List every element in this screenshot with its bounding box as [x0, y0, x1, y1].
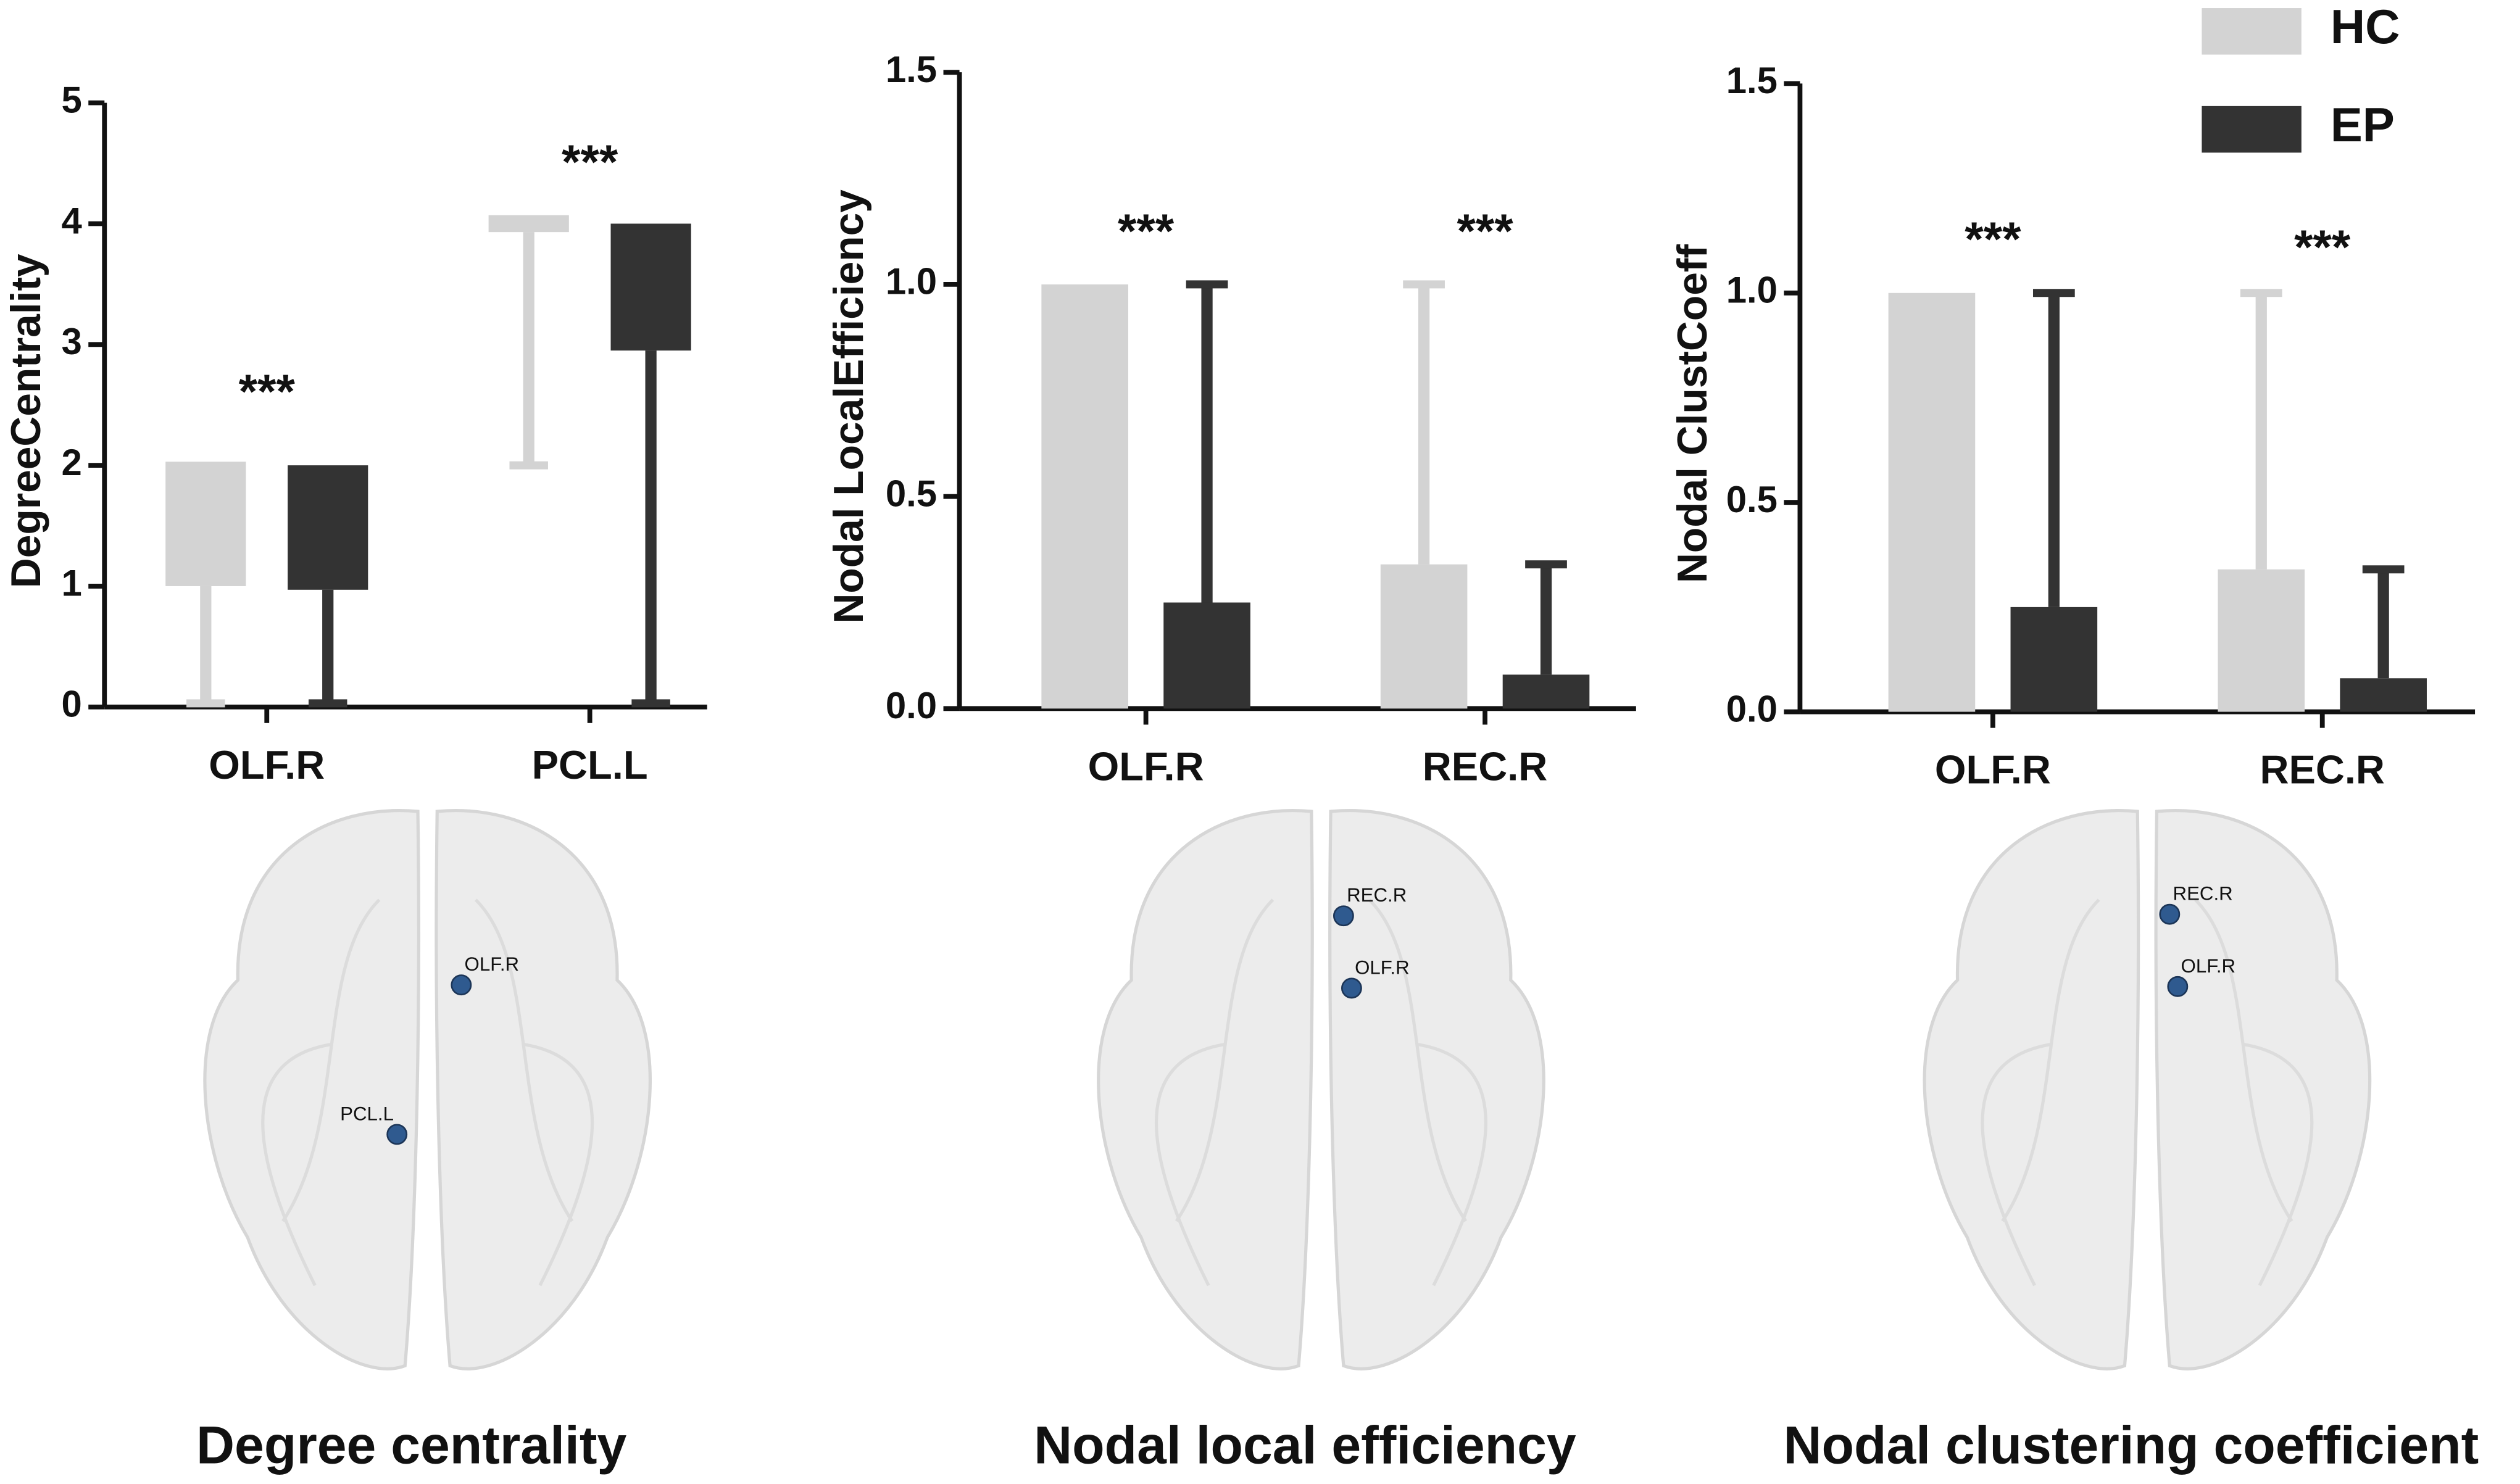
y-tick-label: 2: [61, 442, 81, 483]
brain-node-label: REC.R: [2173, 883, 2233, 905]
bar: [2340, 678, 2427, 712]
y-tick-label: 1.5: [1726, 60, 1778, 101]
bar: [1888, 292, 1976, 712]
brain-sulcus: [1368, 898, 1467, 1222]
bar: [1163, 602, 1250, 709]
significance: ***: [1965, 212, 2021, 266]
y-tick-label: 3: [61, 321, 81, 362]
bar: [2010, 607, 2098, 712]
brain-node: [2159, 903, 2181, 925]
x-tick-label: OLF.R: [1935, 747, 2051, 792]
x-tick-label: OLF.R: [1088, 744, 1204, 789]
brain-node: [451, 974, 472, 996]
brain-node: [386, 1124, 408, 1145]
significance: ***: [239, 364, 296, 418]
x-tick-label: PCL.L: [532, 742, 648, 787]
brain-hemisphere: [203, 809, 420, 1370]
brain-sulcus: [2001, 898, 2100, 1222]
brain-sulcus: [474, 898, 574, 1222]
y-tick-label: 0.0: [1726, 688, 1778, 729]
y-tick-label: 0.5: [886, 473, 937, 514]
significance: ***: [2294, 220, 2351, 274]
brain-sulcus: [2243, 1042, 2314, 1287]
box: [288, 465, 368, 590]
brain-node-label: OLF.R: [2181, 955, 2236, 977]
brain-node-label: OLF.R: [465, 953, 520, 975]
caption: Nodal clustering coefficient: [1783, 1416, 2479, 1475]
caption: Nodal local efficiency: [1034, 1416, 1576, 1475]
y-axis-label: Nodal LocalEfficiency: [826, 189, 872, 624]
legend-swatch: [2202, 106, 2302, 153]
brain-hemisphere: [2154, 809, 2372, 1370]
y-tick-label: 4: [61, 200, 81, 241]
y-tick-label: 1: [61, 563, 81, 604]
y-tick-label: 1.0: [886, 261, 937, 302]
brain-sulcus: [1154, 1042, 1225, 1287]
x-tick-label: REC.R: [1423, 744, 1547, 789]
brain-hemisphere: [435, 809, 652, 1370]
brain-sulcus: [1175, 898, 1275, 1222]
significance: ***: [1457, 204, 1513, 258]
bar: [1502, 674, 1590, 709]
box: [165, 462, 246, 586]
brain-sulcus: [2194, 898, 2293, 1222]
brain-node: [1333, 905, 1354, 927]
brain-sulcus: [523, 1042, 594, 1287]
x-tick-label: REC.R: [2260, 747, 2384, 792]
box: [610, 223, 691, 351]
brain-sulcus: [1417, 1042, 1487, 1287]
brain-node: [1341, 977, 1362, 999]
box: [488, 215, 569, 233]
brain-hemisphere: [1923, 809, 2140, 1370]
brain: [1923, 809, 2372, 1370]
brain: [203, 809, 652, 1370]
bar: [2218, 569, 2305, 712]
legend-label: HC: [2331, 0, 2400, 54]
y-tick-label: 1.0: [1726, 270, 1778, 311]
brain-node: [2167, 976, 2189, 997]
brain-sulcus: [1981, 1042, 2052, 1287]
brain-node-label: REC.R: [1347, 884, 1407, 906]
y-tick-label: 0.5: [1726, 479, 1778, 520]
brain-sulcus: [281, 898, 381, 1222]
legend-swatch: [2202, 8, 2302, 55]
brain-node-label: PCL.L: [340, 1103, 394, 1124]
x-tick-label: OLF.R: [209, 742, 325, 787]
significance: ***: [562, 135, 618, 189]
bar: [1380, 564, 1468, 709]
y-tick-label: 0: [61, 684, 81, 725]
bar: [1041, 284, 1128, 709]
brain-hemisphere: [1097, 809, 1314, 1370]
y-tick-label: 5: [61, 79, 81, 120]
y-tick-label: 1.5: [886, 49, 937, 90]
significance: ***: [1118, 204, 1175, 258]
y-axis-label: Nodal ClustCoeff: [1670, 244, 1716, 583]
legend-label: EP: [2331, 97, 2395, 152]
y-axis-label: DegreeCentrality: [3, 254, 49, 588]
brain-node-label: OLF.R: [1355, 956, 1410, 978]
caption: Degree centrality: [196, 1416, 626, 1475]
brain-sulcus: [261, 1042, 331, 1287]
brain: [1097, 809, 1545, 1370]
y-tick-label: 0.0: [886, 685, 937, 726]
brain-hemisphere: [1328, 809, 1545, 1370]
